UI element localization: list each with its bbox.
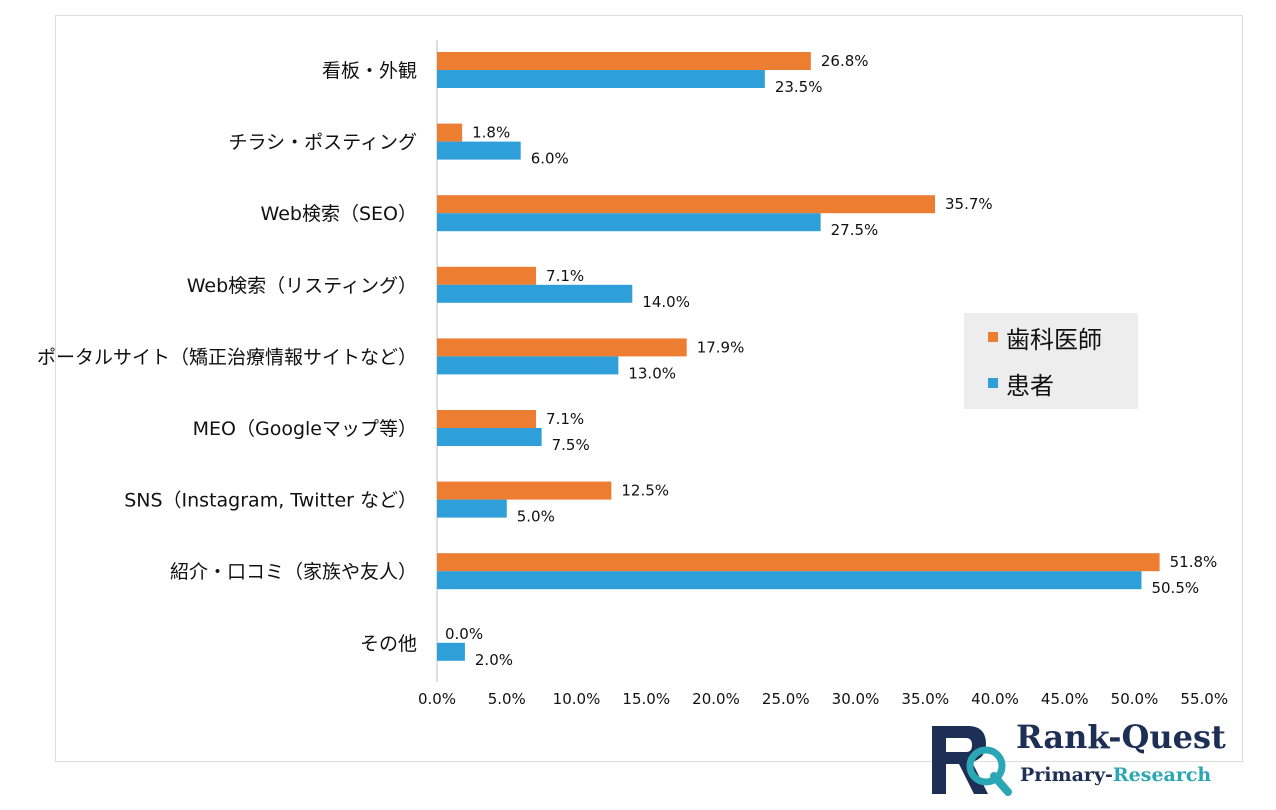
data-label: 23.5%: [775, 78, 823, 96]
x-tick-label: 20.0%: [692, 690, 740, 708]
category-label: その他: [360, 633, 417, 655]
x-tick-label: 25.0%: [762, 690, 810, 708]
data-label: 13.0%: [628, 364, 676, 382]
legend: 歯科医師 患者: [964, 313, 1138, 409]
logo-subtitle: Primary-Research: [1020, 764, 1211, 786]
x-tick-label: 5.0%: [488, 690, 526, 708]
bar-patient: [437, 428, 542, 446]
bar-dentist: [437, 123, 463, 142]
x-tick-label: 0.0%: [418, 690, 456, 708]
bar-patient: [437, 499, 507, 518]
data-label: 7.1%: [546, 267, 584, 285]
data-label: 50.5%: [1151, 579, 1199, 597]
category-label: SNS（Instagram, Twitter など）: [124, 490, 417, 512]
bar-dentist: [437, 481, 612, 500]
x-tick-label: 40.0%: [971, 690, 1019, 708]
legend-label-dentist: 歯科医師: [1006, 325, 1102, 354]
category-label: Web検索（リスティング）: [187, 275, 417, 297]
legend-item-dentist: 歯科医師: [988, 319, 1102, 355]
data-label: 7.5%: [552, 436, 590, 454]
bar-dentist: [437, 52, 811, 70]
legend-swatch-patient: [988, 378, 998, 388]
data-label: 14.0%: [642, 293, 690, 311]
data-label: 12.5%: [621, 482, 669, 500]
bar-patient: [437, 213, 821, 232]
bar-patient: [437, 571, 1142, 590]
data-label: 2.0%: [475, 651, 513, 669]
data-label: 17.9%: [697, 338, 745, 356]
bar-patient: [437, 284, 633, 303]
legend-label-patient: 患者: [1006, 371, 1054, 400]
logo-title: Rank-Quest: [1016, 718, 1226, 756]
bar-patient: [437, 141, 521, 160]
data-label: 0.0%: [445, 625, 483, 643]
data-label: 27.5%: [831, 221, 879, 239]
data-label: 51.8%: [1170, 553, 1218, 571]
bar-dentist: [437, 553, 1160, 572]
bar-dentist: [437, 266, 537, 285]
legend-item-patient: 患者: [988, 365, 1054, 401]
category-label: Web検索（SEO）: [261, 203, 417, 225]
bar-patient: [437, 356, 619, 375]
bar-patient: [437, 642, 465, 661]
x-tick-label: 15.0%: [622, 690, 670, 708]
bar-dentist: [437, 195, 936, 214]
x-tick-label: 55.0%: [1180, 690, 1228, 708]
logo-subtitle-part2: Research: [1112, 764, 1212, 786]
category-label: ポータルサイト（矯正治療情報サイトなど）: [37, 346, 417, 368]
data-label: 6.0%: [531, 150, 569, 168]
bar-dentist: [437, 338, 687, 357]
legend-swatch-dentist: [988, 332, 998, 342]
data-label: 26.8%: [821, 52, 869, 70]
category-label: MEO（Googleマップ等）: [193, 418, 417, 440]
data-label: 1.8%: [472, 124, 510, 142]
x-tick-label: 30.0%: [832, 690, 880, 708]
logo-subtitle-part1: Primary-: [1020, 764, 1113, 786]
bar-dentist: [437, 410, 537, 428]
category-label: 看板・外観: [322, 60, 417, 82]
data-label: 5.0%: [517, 508, 555, 526]
x-tick-label: 35.0%: [901, 690, 949, 708]
x-tick-label: 50.0%: [1111, 690, 1159, 708]
x-tick-label: 45.0%: [1041, 690, 1089, 708]
category-label: チラシ・ポスティング: [229, 132, 417, 154]
data-label: 7.1%: [546, 410, 584, 428]
data-label: 35.7%: [945, 195, 993, 213]
logo-emblem-icon: [932, 726, 1012, 796]
x-tick-label: 10.0%: [553, 690, 601, 708]
category-label: 紹介・口コミ（家族や友人）: [170, 561, 417, 583]
bar-patient: [437, 70, 765, 88]
rank-quest-logo: Rank-Quest Primary-Research: [928, 718, 1248, 798]
